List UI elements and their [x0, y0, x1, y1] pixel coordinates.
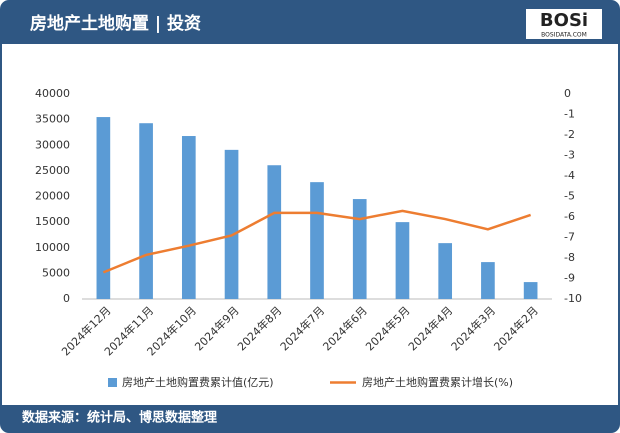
- y-tick-label: 35000: [35, 113, 70, 126]
- y2-tick-label: -3: [564, 149, 575, 162]
- logo: BOSi: [540, 10, 588, 31]
- legend-swatch: [108, 378, 117, 387]
- header-bar: [1, 1, 619, 44]
- y2-tick-label: -7: [564, 231, 575, 244]
- legend-label: 房地产土地购置费累计值(亿元): [122, 375, 274, 389]
- logo-box: [526, 9, 602, 39]
- y2-tick-label: -10: [564, 292, 582, 305]
- y-tick-label: 0: [63, 292, 70, 305]
- y2-tick-label: -6: [564, 210, 575, 223]
- footer-bar: [1, 405, 619, 432]
- bar: [438, 243, 453, 299]
- footer-source: 数据来源：统计局、博思数据整理: [22, 410, 217, 426]
- y2-tick-label: -8: [564, 251, 575, 264]
- y-tick-label: 40000: [35, 87, 70, 100]
- y-tick-label: 5000: [42, 266, 70, 279]
- y2-tick-label: -2: [564, 128, 575, 141]
- line: [102, 209, 532, 274]
- bar: [523, 282, 538, 299]
- y2-tick-label: 0: [564, 87, 571, 100]
- y-tick-label: 30000: [35, 138, 70, 151]
- bar: [267, 165, 282, 299]
- y-tick-label: 10000: [35, 241, 70, 254]
- y2-tick-label: -5: [564, 190, 575, 203]
- bar: [181, 136, 196, 299]
- y-tick-label: 15000: [35, 215, 70, 228]
- bar: [395, 222, 410, 299]
- bar: [352, 199, 367, 299]
- y2-tick-label: -4: [564, 169, 575, 182]
- y2-tick-label: -9: [564, 272, 575, 285]
- header-title: 房地产土地购置 | 投资: [30, 13, 201, 34]
- bar: [481, 262, 495, 299]
- logo-sub: BOSIDATA.COM: [541, 32, 587, 39]
- y-tick-label: 20000: [35, 190, 70, 203]
- bar: [310, 182, 324, 299]
- y2-tick-label: -1: [564, 108, 575, 121]
- bar: [96, 117, 111, 299]
- y-tick-label: 25000: [35, 164, 70, 177]
- bar: [139, 123, 153, 300]
- bar: [224, 149, 239, 299]
- legend-label: 房地产土地购置费累计增长(%): [362, 375, 513, 389]
